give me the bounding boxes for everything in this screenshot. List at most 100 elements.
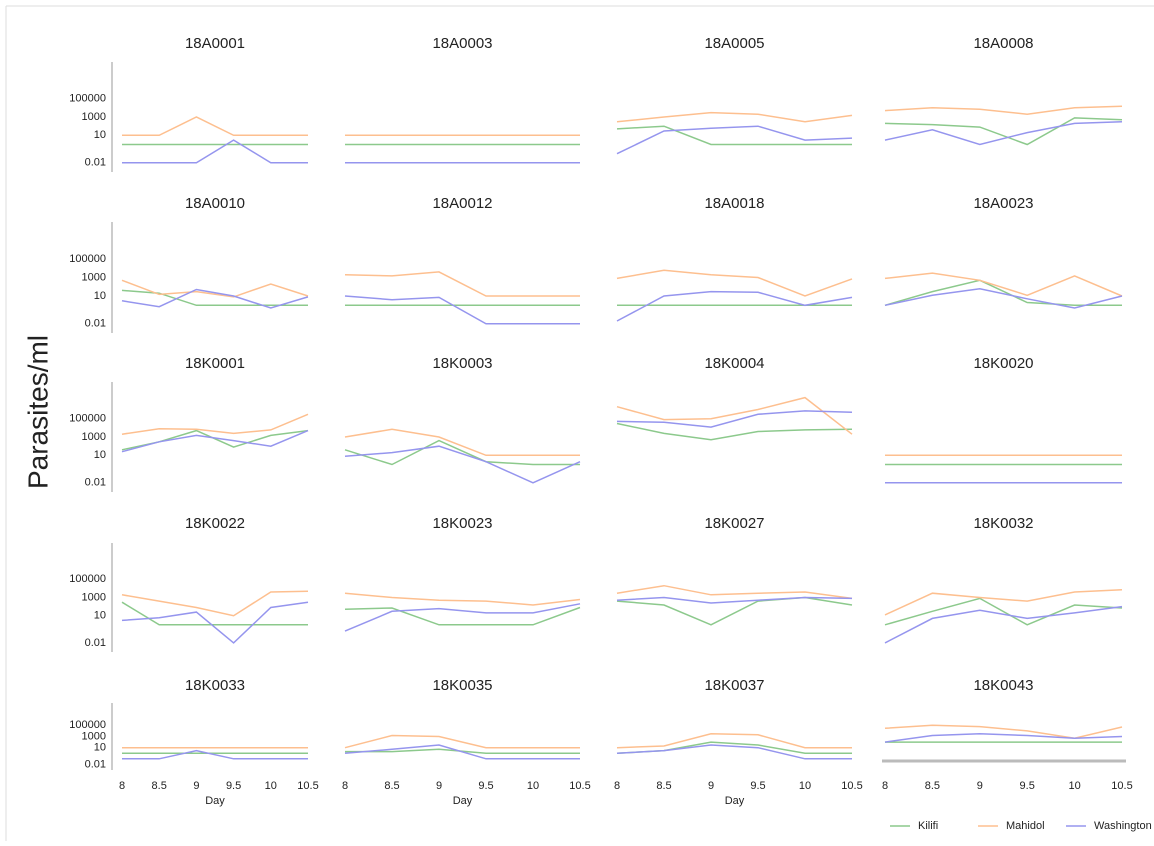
x-tick-label: 10 (799, 780, 811, 792)
y-tick-label: 100000 (69, 253, 106, 265)
y-tick-label: 100000 (69, 93, 106, 105)
y-tick-label: 100000 (69, 719, 106, 731)
series-line (122, 749, 308, 760)
panel-title: 18K0022 (185, 515, 245, 532)
x-tick-label: 9 (977, 780, 983, 792)
y-tick-label: 10 (94, 290, 106, 302)
panel-title: 18K0033 (185, 677, 245, 694)
x-tick-label: 10 (1068, 780, 1080, 792)
y-tick-label: 1000 (82, 271, 106, 283)
series-line (884, 117, 1123, 146)
y-tick-label: 10 (94, 610, 106, 622)
x-tick-label: 8.5 (384, 780, 399, 792)
series-line (122, 116, 308, 137)
x-tick-label: 8 (882, 780, 888, 792)
series-line (121, 590, 309, 617)
x-tick-label: 10.5 (569, 780, 590, 792)
panel-title: 18K0001 (185, 355, 245, 372)
series-line (344, 606, 581, 626)
series-line (884, 272, 1123, 297)
series-line (616, 125, 852, 146)
panel-title: 18A0008 (973, 35, 1033, 52)
series-line (884, 589, 1123, 616)
x-axis-label: Day (453, 795, 473, 807)
x-axis-label: Day (205, 795, 225, 807)
y-tick-label: 0.01 (85, 637, 106, 649)
panel-title: 18A0023 (973, 195, 1033, 212)
series-line (884, 105, 1123, 115)
y-tick-label: 10 (94, 129, 106, 141)
x-tick-label: 10.5 (297, 780, 318, 792)
panel-title: 18A0005 (704, 35, 764, 52)
x-tick-label: 9.5 (226, 780, 241, 792)
series-line (616, 584, 853, 600)
series-line (616, 269, 853, 297)
series-line (616, 290, 853, 322)
x-tick-label: 10.5 (1111, 780, 1132, 792)
legend-label: Mahidol (1006, 820, 1045, 832)
series-line (121, 429, 309, 451)
series-line (121, 413, 309, 435)
x-tick-label: 8 (342, 780, 348, 792)
panel-title: 18K0032 (973, 515, 1033, 532)
series-line (121, 279, 309, 298)
x-tick-label: 8.5 (925, 780, 940, 792)
series-line (344, 592, 581, 606)
series-line (344, 603, 581, 632)
series-line (344, 445, 581, 484)
series-line (616, 125, 853, 155)
x-tick-label: 9 (436, 780, 442, 792)
y-tick-label: 10 (94, 742, 106, 754)
series-line (884, 605, 1123, 644)
y-tick-label: 1000 (82, 111, 106, 123)
panel-title: 18K0020 (973, 355, 1033, 372)
series-line (344, 744, 580, 760)
series-line (884, 288, 1123, 309)
series-line (121, 601, 309, 644)
panel-title: 18K0043 (973, 677, 1033, 694)
y-tick-label: 0.01 (85, 318, 106, 330)
series-line (121, 601, 308, 626)
series-line (616, 410, 853, 428)
series-line (344, 428, 580, 457)
series-line (616, 422, 853, 441)
series-line (616, 396, 853, 435)
y-tick-label: 10 (94, 449, 106, 461)
y-tick-label: 1000 (82, 730, 106, 742)
panel-title: 18K0035 (432, 677, 492, 694)
series-line (616, 596, 853, 604)
y-tick-label: 100000 (69, 573, 106, 585)
panel-title: 18A0010 (185, 195, 245, 212)
series-line (884, 279, 1122, 307)
panel-title: 18K0027 (704, 515, 764, 532)
series-line (884, 733, 1123, 743)
series-line (616, 596, 853, 626)
x-tick-label: 10 (265, 780, 277, 792)
legend-label: Kilifi (918, 820, 938, 832)
panel-title: 18K0037 (704, 677, 764, 694)
x-tick-label: 10.5 (841, 780, 862, 792)
series-line (344, 734, 580, 749)
series-line (884, 724, 1123, 739)
x-tick-label: 9.5 (478, 780, 493, 792)
x-tick-label: 9.5 (750, 780, 765, 792)
x-tick-label: 9 (193, 780, 199, 792)
series-line (616, 111, 853, 123)
y-tick-label: 0.01 (85, 157, 106, 169)
series-line (344, 271, 580, 297)
y-axis-label: Parasites/ml (22, 335, 53, 489)
panel-title: 18A0001 (185, 35, 245, 52)
series-line (121, 429, 309, 453)
panel-title: 18A0018 (704, 195, 764, 212)
series-line (122, 139, 308, 164)
x-tick-label: 8.5 (152, 780, 167, 792)
y-tick-label: 100000 (69, 413, 106, 425)
x-tick-label: 8.5 (656, 780, 671, 792)
series-line (344, 439, 580, 466)
panel-title: 18K0003 (432, 355, 492, 372)
panel-title: 18K0004 (704, 355, 764, 372)
panel-title: 18A0012 (432, 195, 492, 212)
x-axis-label: Day (725, 795, 745, 807)
y-tick-label: 1000 (82, 431, 106, 443)
